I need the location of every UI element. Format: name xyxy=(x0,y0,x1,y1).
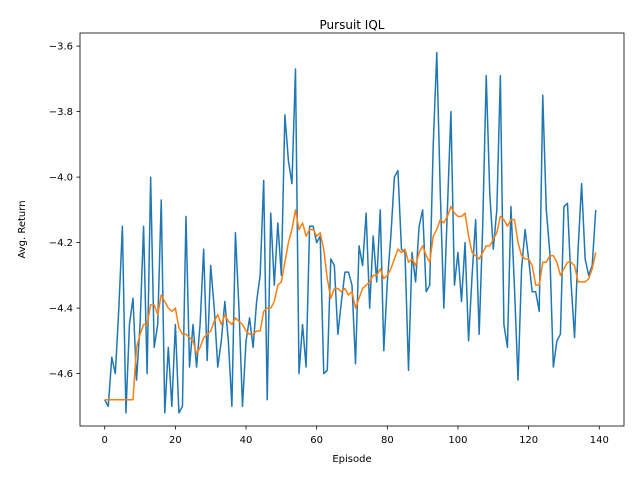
x-tick-label: 20 xyxy=(169,435,182,446)
y-tick-label: −4.6 xyxy=(49,369,73,380)
x-tick-label: 60 xyxy=(310,435,323,446)
y-tick-label: −4.0 xyxy=(49,173,73,184)
y-axis: −4.6 −4.4 −4.2 −4.0 −3.8 −3.6 xyxy=(49,42,80,380)
raw-return-line xyxy=(104,51,597,414)
y-tick-label: −4.2 xyxy=(49,238,73,249)
x-tick-label: 80 xyxy=(381,435,394,446)
chart-title: Pursuit IQL xyxy=(320,18,385,32)
y-tick-label: −4.4 xyxy=(49,304,73,315)
y-tick-label: −3.8 xyxy=(49,107,73,118)
x-tick-label: 140 xyxy=(590,435,609,446)
plot-area xyxy=(104,51,597,414)
x-tick-label: 120 xyxy=(519,435,538,446)
x-axis-label: Episode xyxy=(332,454,371,465)
smoothed-return-line xyxy=(104,205,597,401)
x-axis: 0 20 40 60 80 100 120 140 xyxy=(102,426,609,446)
x-tick-label: 100 xyxy=(448,435,467,446)
x-tick-label: 40 xyxy=(240,435,253,446)
plot-frame xyxy=(79,32,625,427)
y-axis-label: Avg. Return xyxy=(17,200,28,258)
y-tick-label: −3.6 xyxy=(49,42,73,53)
x-tick-label: 0 xyxy=(102,435,108,446)
